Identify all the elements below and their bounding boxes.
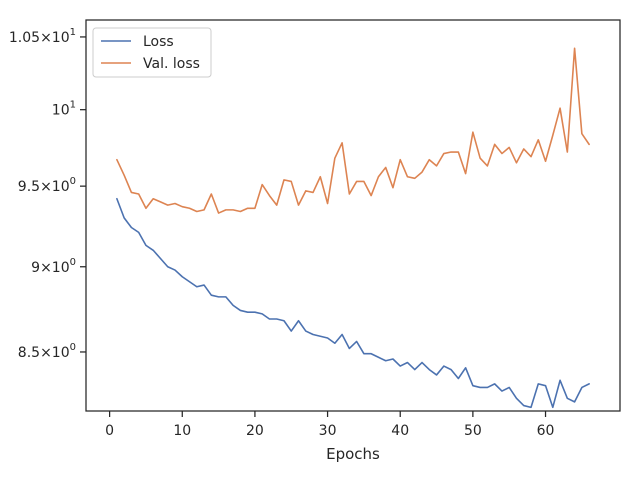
y-tick-label: 1.05×101 (9, 27, 76, 46)
series-line-val-loss (116, 47, 590, 214)
y-tick-label: 8.5×100 (18, 342, 76, 361)
legend-label-loss: Loss (143, 34, 174, 50)
legend-label-val-loss: Val. loss (143, 56, 200, 72)
legend: Loss Val. loss (92, 27, 212, 78)
x-tick-label: 10 (173, 423, 191, 439)
x-axis-ticks: 0 10 20 30 40 50 60 (105, 411, 554, 439)
series-line-loss (116, 197, 590, 409)
y-tick-label: 9.5×100 (18, 176, 76, 195)
y-tick-label: 101 (52, 100, 76, 119)
x-tick-label: 20 (246, 423, 264, 439)
x-tick-label: 50 (464, 423, 482, 439)
y-tick-label: 9×100 (31, 257, 76, 276)
x-tick-label: 40 (391, 423, 409, 439)
x-axis-label: Epochs (326, 445, 380, 463)
x-tick-label: 30 (319, 423, 337, 439)
axes-frame (85, 19, 621, 412)
y-axis-ticks: 8.5×100 9×100 9.5×100 101 1.05×101 (9, 27, 86, 361)
x-tick-label: 0 (105, 423, 114, 439)
plot-content (116, 47, 590, 409)
x-tick-label: 60 (537, 423, 555, 439)
